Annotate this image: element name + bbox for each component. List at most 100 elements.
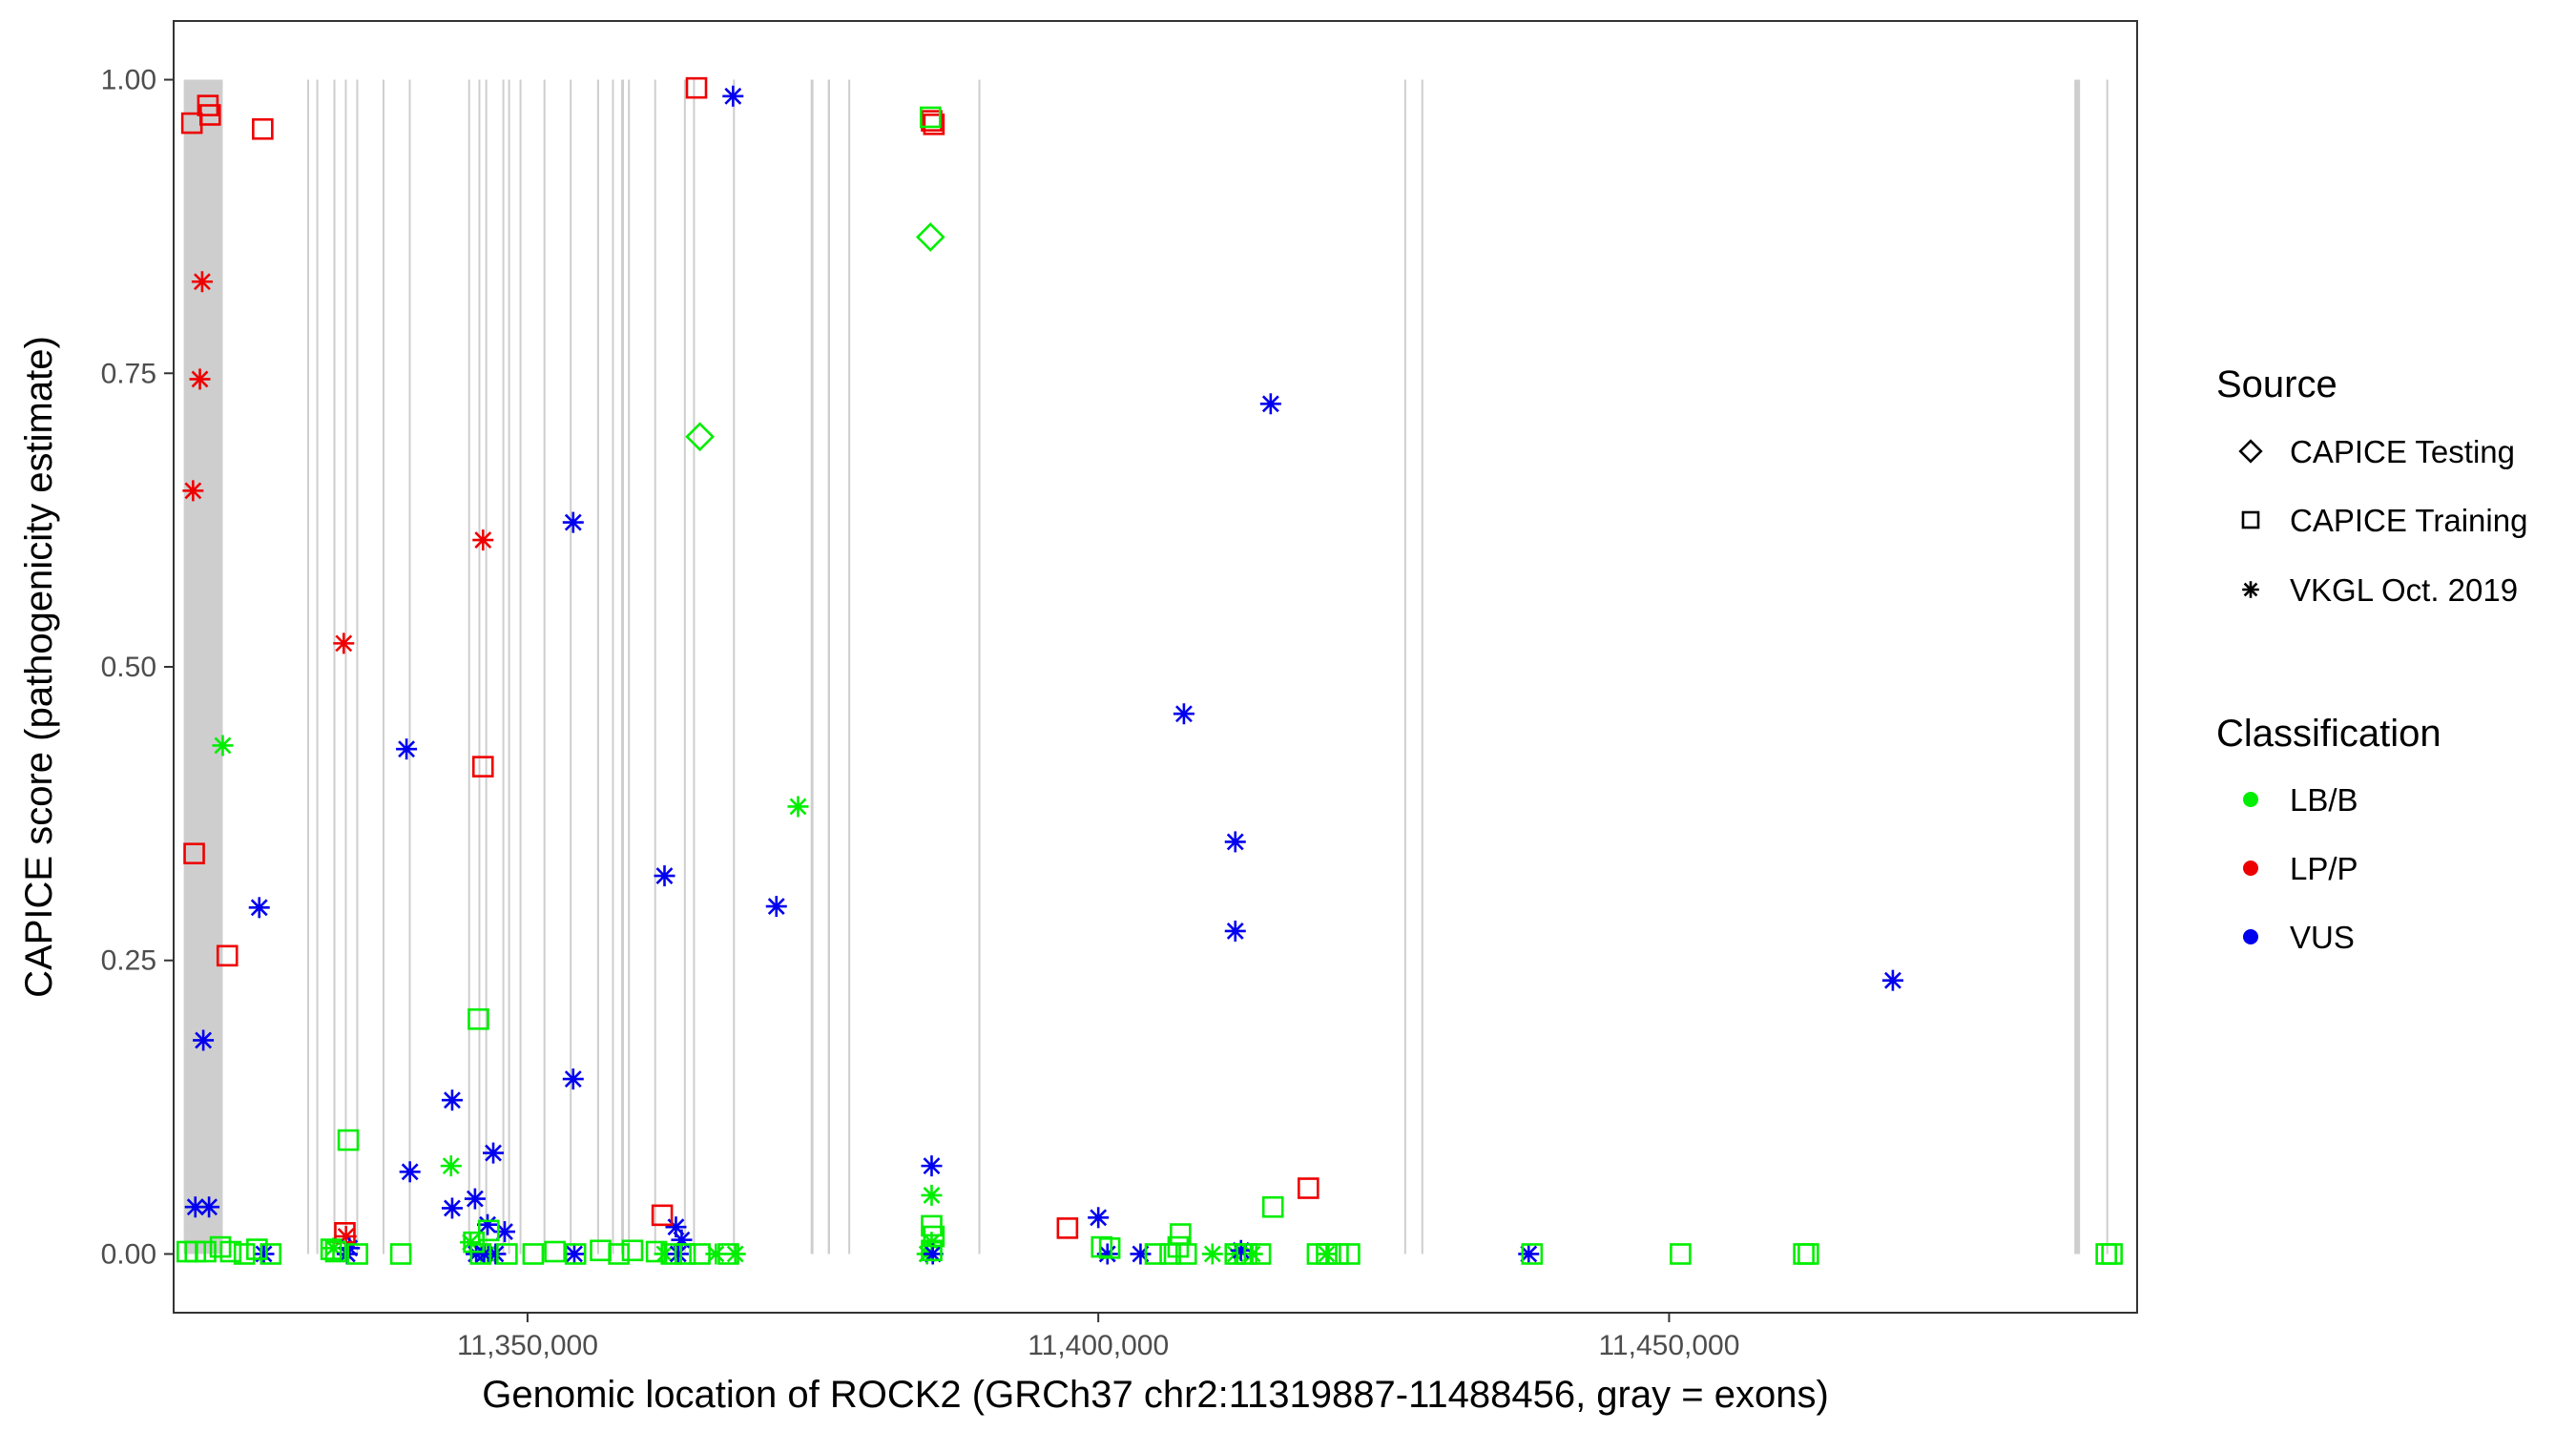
data-points (177, 76, 2123, 1265)
legend-class-title: Classification (2216, 713, 2441, 755)
exon-band (612, 79, 614, 1255)
exon-band (733, 79, 736, 1255)
exon-band (508, 79, 510, 1255)
exon-band (502, 79, 505, 1255)
exon-band (485, 79, 488, 1255)
exon-band (654, 79, 656, 1255)
data-point-square (1144, 1243, 1167, 1265)
data-point-asterisk (198, 1196, 220, 1218)
data-point-square (1670, 1243, 1692, 1265)
data-point-asterisk (1881, 969, 1903, 991)
data-point-square (216, 944, 239, 967)
data-point-square (645, 1240, 668, 1263)
exon-band (356, 79, 359, 1255)
data-point-square (564, 1243, 587, 1265)
data-point-square (1521, 1243, 1544, 1265)
data-point-square (608, 1243, 630, 1265)
data-point-square (1298, 1177, 1319, 1199)
y-tick-label: 0.75 (101, 358, 156, 389)
legend-source-vkgl-label: VKGL Oct. 2019 (2290, 572, 2518, 608)
legend-key-square (2241, 510, 2260, 529)
y-tick-label: 1.00 (101, 65, 156, 96)
x-tick-label: 11,400,000 (1028, 1330, 1169, 1361)
data-point-square (1261, 1195, 1284, 1218)
legend-key-asterisk (2242, 581, 2259, 598)
data-point-square (1159, 1243, 1181, 1265)
legend: Source CAPICE Testing CAPICE Training VK… (2216, 363, 2527, 955)
data-point-asterisk (184, 1196, 206, 1218)
data-point-asterisk (253, 1243, 275, 1265)
data-point-asterisk (1224, 920, 1246, 942)
data-point-asterisk (189, 368, 211, 390)
data-point-square (320, 1238, 343, 1260)
exon-band (344, 79, 347, 1255)
exon-band (978, 79, 981, 1255)
data-point-square (471, 756, 494, 778)
legend-key-dot (2243, 861, 2258, 876)
data-point-square (324, 1240, 347, 1263)
data-point-square (233, 1243, 256, 1265)
y-tick-label: 0.25 (101, 945, 156, 977)
data-point-square (919, 106, 942, 129)
exon-band (827, 79, 830, 1255)
data-point-asterisk (1088, 1207, 1110, 1229)
data-point-square (260, 1243, 282, 1265)
exon-band (848, 79, 851, 1255)
data-point-asterisk (1224, 831, 1246, 853)
data-point-square (1091, 1235, 1113, 1258)
exon-band (1421, 79, 1423, 1255)
data-point-diamond (685, 422, 715, 452)
data-point-asterisk (654, 865, 675, 887)
data-point-square (2101, 1243, 2123, 1265)
data-point-square (674, 1243, 696, 1265)
data-point-square (923, 1225, 945, 1248)
legend-key-dot (2243, 929, 2258, 944)
data-point-square (544, 1240, 566, 1263)
data-point-asterisk (193, 1029, 215, 1051)
exon-band (316, 79, 319, 1255)
data-point-square (246, 1238, 268, 1260)
exon-band (478, 79, 481, 1255)
data-point-square (1236, 1243, 1258, 1265)
data-point-asterisk (921, 1184, 943, 1206)
data-point-square (717, 1243, 739, 1265)
exon-band (693, 79, 696, 1255)
exon-band (1403, 79, 1406, 1255)
data-point-square (1056, 1217, 1079, 1239)
data-point-asterisk (212, 735, 234, 757)
data-point-asterisk (1241, 1243, 1263, 1265)
data-point-square (346, 1243, 368, 1265)
data-point-asterisk (563, 1243, 585, 1265)
data-point-square (1249, 1243, 1272, 1265)
exon-band (596, 79, 599, 1255)
data-point-square (337, 1129, 360, 1151)
x-tick-label: 11,450,000 (1598, 1330, 1739, 1361)
data-point-asterisk (562, 1068, 584, 1090)
legend-key-dot (2243, 792, 2258, 807)
exon-band (333, 79, 336, 1255)
data-point-asterisk (399, 1161, 421, 1183)
y-tick-label: 0.00 (101, 1238, 156, 1270)
data-point-square (183, 842, 205, 865)
exon-band (810, 79, 814, 1255)
data-point-square (252, 117, 274, 140)
y-axis-title: CAPICE score (pathogenicity estimate) (18, 336, 60, 998)
exon-bands (183, 79, 2109, 1255)
data-point-square (1167, 1235, 1190, 1258)
data-point-square (651, 1204, 674, 1227)
exon-band (570, 79, 572, 1255)
exon-band (467, 79, 470, 1255)
x-tick-label: 11,350,000 (457, 1330, 598, 1361)
data-point-square (496, 1243, 518, 1265)
data-point-square (1327, 1243, 1349, 1265)
data-point-asterisk (722, 85, 744, 107)
y-tick-label: 0.50 (101, 652, 156, 683)
data-point-asterisk (1130, 1243, 1152, 1265)
data-point-asterisk (182, 480, 204, 502)
data-point-asterisk (1173, 703, 1195, 725)
data-point-asterisk (724, 1243, 746, 1265)
data-point-asterisk (787, 796, 809, 818)
data-point-asterisk (485, 1243, 507, 1265)
data-point-square (389, 1243, 412, 1265)
